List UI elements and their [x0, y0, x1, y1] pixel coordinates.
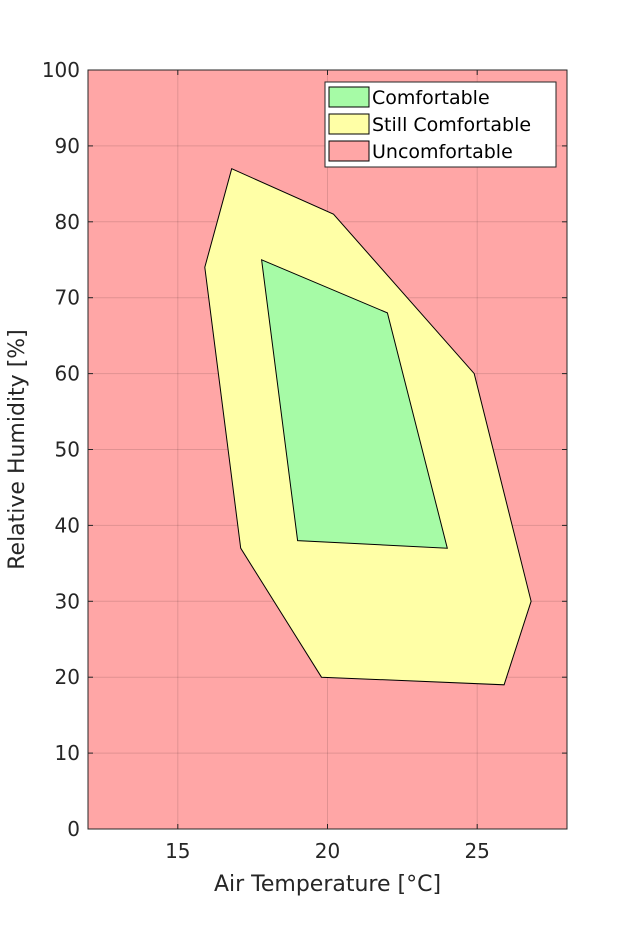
- legend-label-still-comfortable: Still Comfortable: [372, 114, 531, 136]
- x-tick-label: 15: [165, 839, 190, 863]
- y-tick-label: 50: [55, 438, 80, 462]
- y-tick-label: 20: [55, 665, 80, 689]
- legend-swatch-comfortable: [328, 86, 370, 108]
- x-axis-label: Air Temperature [°C]: [214, 872, 441, 897]
- axis-ticks: 15 20 25 0 10 20 30 40 50 60 70 80 90 100: [42, 58, 567, 863]
- x-tick-label: 20: [315, 839, 340, 863]
- legend-label-uncomfortable: Uncomfortable: [372, 141, 513, 163]
- y-tick-label: 70: [55, 286, 80, 310]
- legend-swatch-uncomfortable: [328, 140, 370, 162]
- y-tick-label: 60: [55, 362, 80, 386]
- y-tick-label: 80: [55, 210, 80, 234]
- y-tick-label: 90: [55, 134, 80, 158]
- comfort-zones: [204, 168, 532, 686]
- x-tick-label: 25: [464, 839, 489, 863]
- legend: Comfortable Still Comfortable Uncomfortabl…: [324, 81, 557, 168]
- y-tick-label: 0: [67, 817, 80, 841]
- zone-comfortable: [260, 259, 448, 549]
- legend-swatch-still-comfortable: [328, 113, 370, 135]
- y-tick-label: 100: [42, 58, 80, 82]
- legend-label-comfortable: Comfortable: [372, 87, 490, 109]
- y-axis-label: Relative Humidity [%]: [5, 329, 30, 570]
- y-tick-label: 30: [55, 589, 80, 613]
- y-tick-label: 40: [55, 513, 80, 537]
- y-tick-label: 10: [55, 741, 80, 765]
